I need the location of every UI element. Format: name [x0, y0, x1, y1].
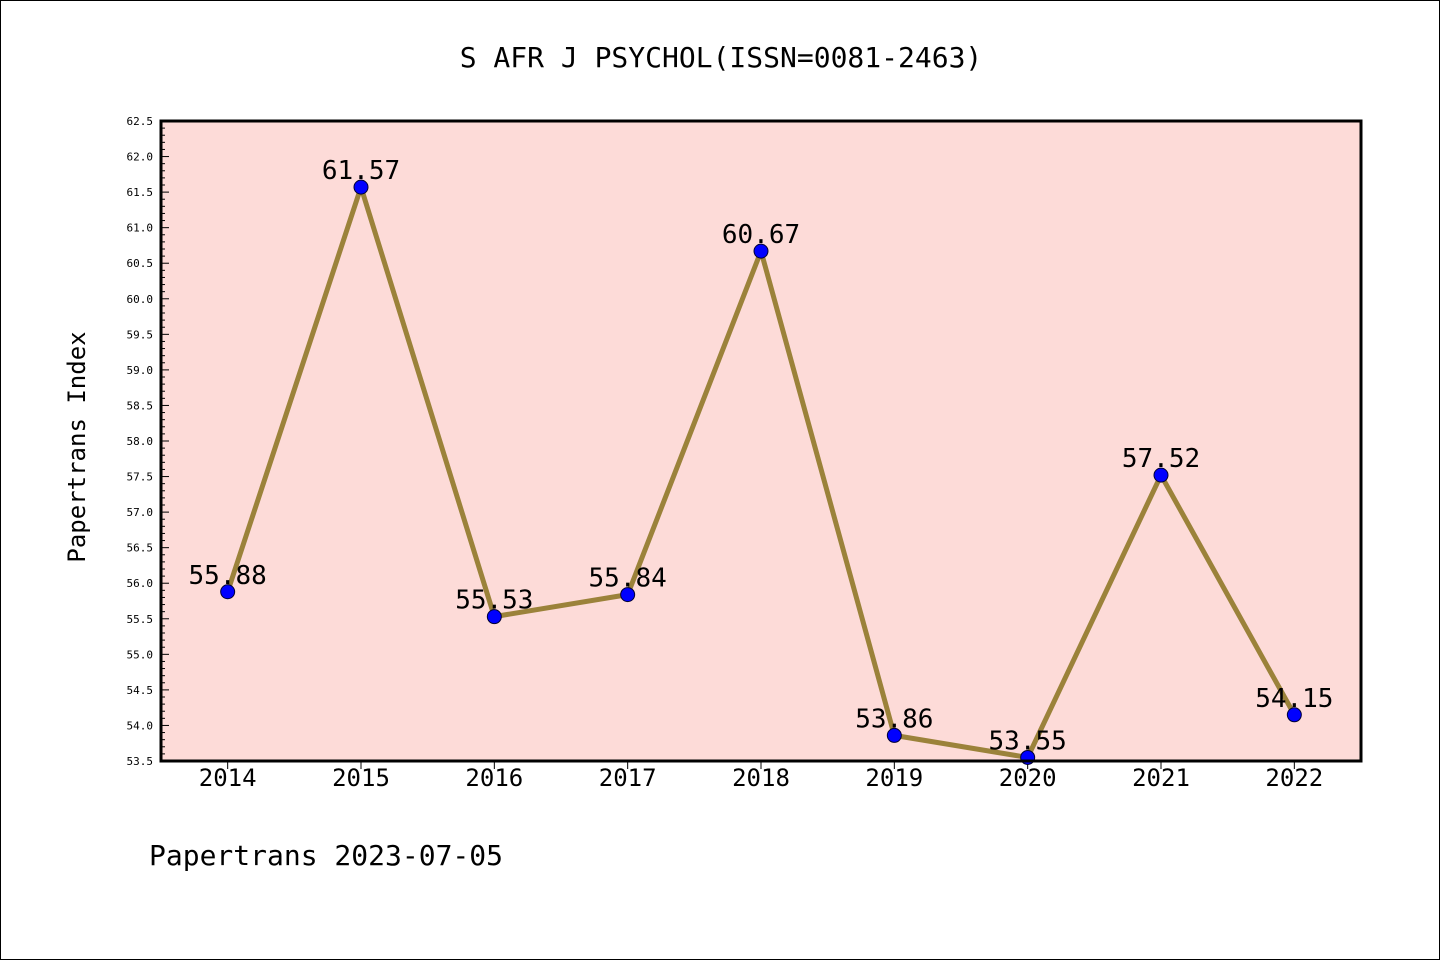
x-tick-label: 2016	[465, 764, 523, 792]
x-tick-label: 2020	[999, 764, 1057, 792]
chart-title: S AFR J PSYCHOL(ISSN=0081-2463)	[460, 41, 983, 74]
data-label: 55.53	[455, 586, 533, 616]
data-point	[620, 587, 636, 603]
data-point	[886, 727, 902, 743]
y-tick-label: 58.5	[127, 399, 154, 412]
y-tick-label: 59.5	[127, 328, 154, 341]
data-label: 55.88	[189, 561, 267, 591]
y-tick-label: 53.5	[127, 755, 154, 768]
y-tick-label: 54.0	[127, 719, 154, 732]
y-tick-label: 56.0	[127, 577, 154, 590]
data-label: 55.84	[589, 564, 667, 594]
data-label: 53.55	[989, 726, 1067, 756]
y-tick-label: 59.0	[127, 364, 154, 377]
data-labels: 55.88 61.57 55.53 55.84 60.67 53.86 53.55 57.52…	[189, 156, 1334, 756]
data-points	[220, 179, 1302, 765]
y-tick-label: 61.5	[127, 186, 154, 199]
x-tick-label: 2019	[865, 764, 923, 792]
data-point	[220, 584, 236, 600]
data-label: 54.15	[1255, 684, 1333, 714]
y-tick-label: 58.0	[127, 435, 154, 448]
y-tick-label: 62.5	[127, 115, 154, 128]
x-tick-label: 2014	[199, 764, 257, 792]
data-point	[486, 609, 502, 625]
data-label: 60.67	[722, 220, 800, 250]
x-tick-label: 2017	[599, 764, 657, 792]
data-point	[1153, 467, 1169, 483]
data-label: 57.52	[1122, 444, 1200, 474]
data-point	[1286, 707, 1302, 723]
x-tick-label: 2015	[332, 764, 390, 792]
footer-text: Papertrans 2023-07-05	[149, 839, 503, 872]
x-axis-tick-labels: 2014 2015 2016 2017 2018 2019 2020 2021 2022	[199, 764, 1323, 792]
plot-area	[161, 121, 1361, 761]
y-tick-label: 61.0	[127, 222, 154, 235]
y-axis-tick-labels: 53.5 54.0 54.5 55.0 55.5 56.0 56.5 57.0 57.5 58.0…	[127, 115, 154, 768]
plot-border	[159, 119, 1363, 763]
data-label: 61.57	[322, 156, 400, 186]
y-tick-label: 56.5	[127, 542, 154, 555]
y-tick-label: 57.5	[127, 471, 154, 484]
y-axis-label: Papertrans Index	[63, 331, 91, 562]
y-tick-label: 54.5	[127, 684, 154, 697]
y-tick-label: 55.0	[127, 648, 154, 661]
y-tick-label: 55.5	[127, 613, 154, 626]
data-point	[353, 179, 369, 195]
data-label: 53.86	[855, 704, 933, 734]
x-tick-label: 2018	[732, 764, 790, 792]
x-tick-label: 2022	[1265, 764, 1323, 792]
x-tick-label: 2021	[1132, 764, 1190, 792]
y-tick-label: 60.5	[127, 257, 154, 270]
y-tick-label: 57.0	[127, 506, 154, 519]
data-point	[753, 243, 769, 259]
y-tick-label: 60.0	[127, 293, 154, 306]
y-tick-label: 62.0	[127, 151, 154, 164]
